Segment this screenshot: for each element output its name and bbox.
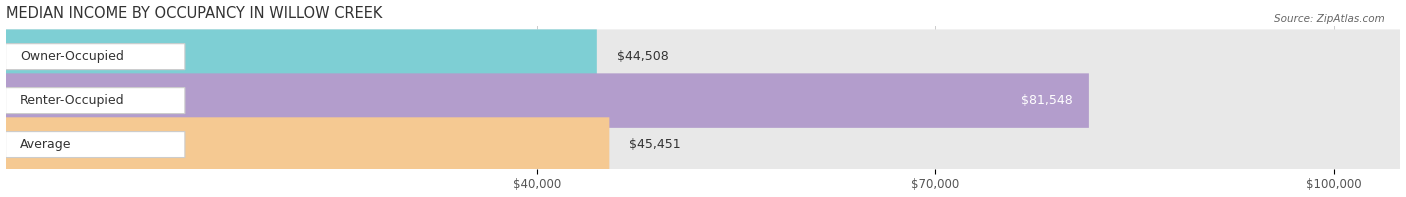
Text: Renter-Occupied: Renter-Occupied <box>20 94 125 107</box>
Text: $81,548: $81,548 <box>1021 94 1073 107</box>
Text: Source: ZipAtlas.com: Source: ZipAtlas.com <box>1274 14 1385 24</box>
Text: $44,508: $44,508 <box>617 50 668 63</box>
FancyBboxPatch shape <box>6 73 1400 128</box>
FancyBboxPatch shape <box>6 88 184 113</box>
FancyBboxPatch shape <box>6 29 1400 84</box>
FancyBboxPatch shape <box>6 132 184 158</box>
FancyBboxPatch shape <box>6 117 1400 172</box>
Text: MEDIAN INCOME BY OCCUPANCY IN WILLOW CREEK: MEDIAN INCOME BY OCCUPANCY IN WILLOW CRE… <box>6 6 382 20</box>
FancyBboxPatch shape <box>6 44 184 70</box>
Text: $45,451: $45,451 <box>630 138 681 151</box>
Text: Owner-Occupied: Owner-Occupied <box>20 50 124 63</box>
FancyBboxPatch shape <box>6 117 609 172</box>
FancyBboxPatch shape <box>6 73 1088 128</box>
Text: Average: Average <box>20 138 72 151</box>
FancyBboxPatch shape <box>6 29 596 84</box>
